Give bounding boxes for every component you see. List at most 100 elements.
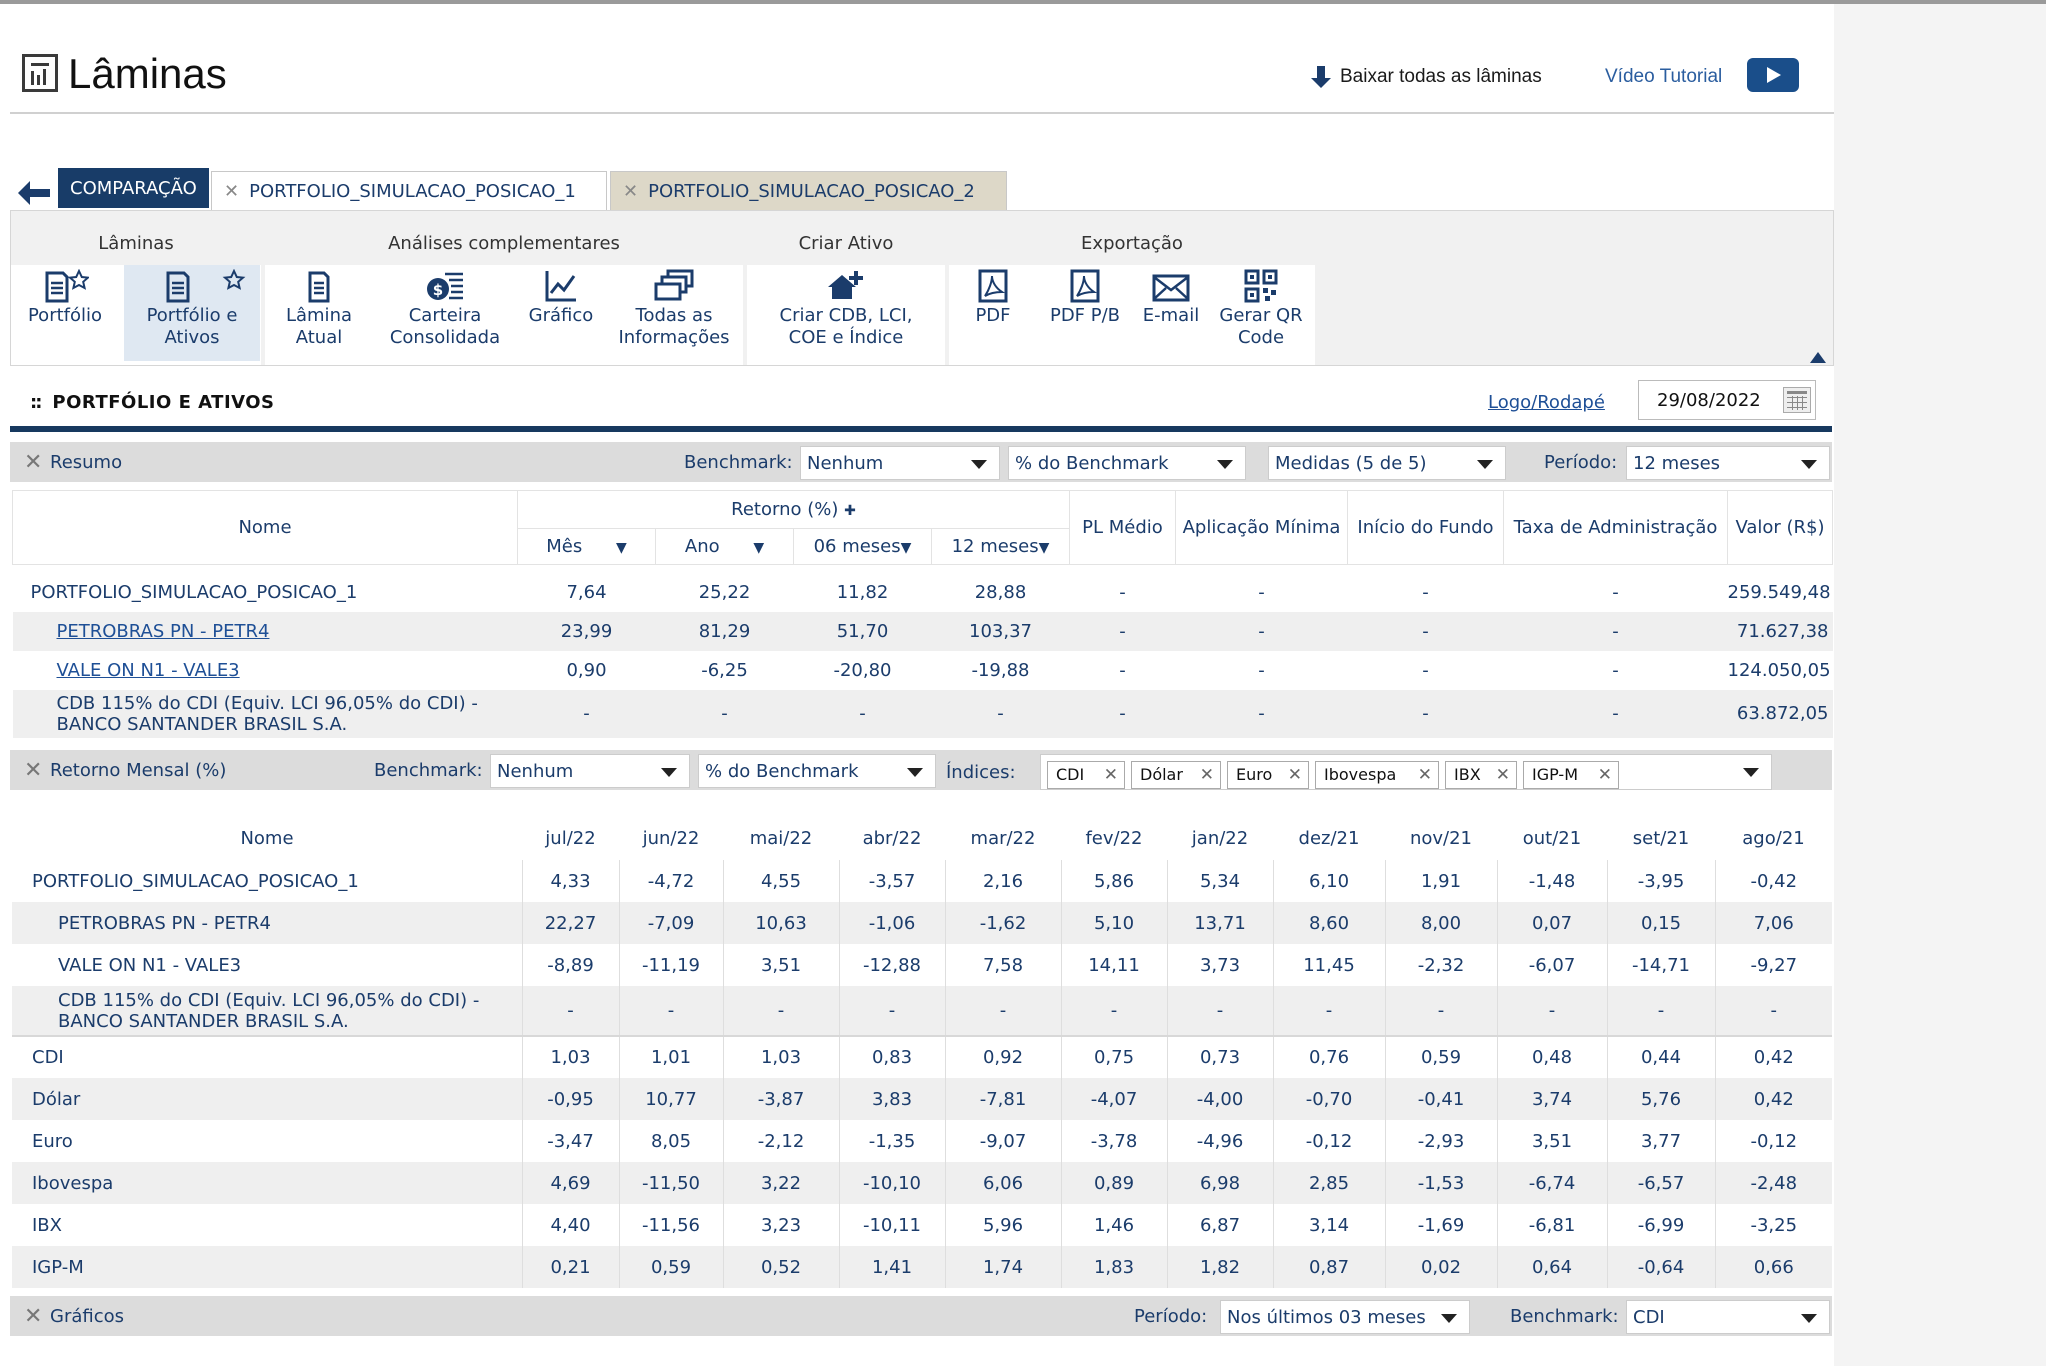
cell: - — [793, 689, 932, 738]
grafico-button[interactable]: Gráfico — [521, 265, 601, 361]
asset-link[interactable]: VALE ON N1 - VALE3 — [56, 659, 240, 681]
cell: 3,77 — [1606, 1120, 1715, 1162]
benchmark-select[interactable]: Nenhum — [490, 754, 690, 788]
section-title: :: PORTFÓLIO E ATIVOS — [30, 392, 275, 413]
back-arrow-icon[interactable] — [16, 179, 52, 207]
cell: 5,10 — [1060, 902, 1167, 944]
sort-down-icon[interactable]: ▼ — [615, 540, 627, 556]
main-panel: Lâminas Baixar todas as lâminas Vídeo Tu… — [10, 16, 1834, 1366]
download-icon — [1311, 66, 1331, 88]
indices-multiselect[interactable]: CDI ✕ Dólar ✕ Euro ✕ Ibovespa ✕ IBX ✕ IGP-M ✕ — [1040, 754, 1772, 790]
carteira-label-1: Carteira — [408, 305, 482, 326]
retorno-mensal-title: Retorno Mensal (%) — [50, 760, 227, 781]
calendar-icon[interactable] — [1783, 387, 1811, 413]
tab-portfolio-2[interactable]: ✕ PORTFOLIO_SIMULACAO_POSICAO_2 — [610, 171, 1007, 211]
ribbon-toolbar: Lâminas Portfólio Portfólio e Ativos — [10, 210, 1834, 366]
cell: 6,06 — [944, 1162, 1061, 1204]
email-button[interactable]: E-mail — [1133, 265, 1209, 361]
carteira-consolidada-button[interactable]: $ Carteira Consolidada — [377, 265, 513, 361]
remove-tag-icon[interactable]: ✕ — [1417, 765, 1432, 785]
remove-tag-icon[interactable]: ✕ — [1495, 765, 1510, 785]
play-video-button[interactable] — [1747, 58, 1799, 92]
row-name: PETROBRAS PN - PETR4 — [12, 902, 522, 944]
cell: - — [517, 689, 656, 738]
collapse-toolbar-icon[interactable] — [1810, 352, 1826, 363]
date-input[interactable]: 29/08/2022 — [1638, 380, 1816, 420]
col-month: out/21 — [1522, 827, 1582, 849]
group-criar-ativo: Criar Ativo Criar CDB, LCI, COE e Índice — [747, 211, 945, 367]
sort-down-icon[interactable]: ▼ — [753, 540, 765, 556]
index-tag-ibovespa: Ibovespa ✕ — [1315, 761, 1439, 789]
remove-tag-icon[interactable]: ✕ — [1199, 765, 1214, 785]
laminas-icon — [22, 54, 58, 92]
lamina-atual-button[interactable]: Lâmina Atual — [269, 265, 369, 361]
cell: 3,22 — [722, 1162, 839, 1204]
cell: -9,07 — [944, 1120, 1061, 1162]
download-all-button[interactable]: Baixar todas as lâminas — [1310, 64, 1542, 90]
cell: 1,03 — [521, 1036, 619, 1078]
indices-label: Índices: — [946, 762, 1016, 783]
cell: 0,42 — [1714, 1036, 1832, 1078]
cell: 14,11 — [1060, 944, 1167, 986]
benchmark-select[interactable]: Nenhum — [800, 446, 1000, 480]
tab-comparacao[interactable]: COMPARAÇÃO — [58, 168, 209, 208]
cell: 7,64 — [566, 581, 607, 603]
row-name: Euro — [32, 1130, 73, 1152]
cell: 1,82 — [1166, 1246, 1273, 1288]
close-tab-icon[interactable]: ✕ — [224, 181, 240, 202]
cell: -2,93 — [1384, 1120, 1497, 1162]
tab-portfolio-1[interactable]: ✕ PORTFOLIO_SIMULACAO_POSICAO_1 — [211, 171, 607, 211]
portfolio-button[interactable]: Portfólio — [15, 265, 115, 361]
cell: 0,48 — [1496, 1036, 1607, 1078]
table-row: Dólar -0,95 10,77 -3,87 3,83 -7,81 -4,07 -4,00-… — [12, 1078, 1832, 1120]
col-month: mai/22 — [749, 827, 813, 849]
cell: -3,57 — [838, 860, 945, 902]
sort-down-icon[interactable]: ▼ — [900, 540, 912, 556]
close-tab-icon[interactable]: ✕ — [623, 181, 639, 202]
criar-ativo-button[interactable]: Criar CDB, LCI, COE e Índice — [751, 265, 941, 361]
document-star-icon — [124, 265, 260, 305]
pdf-button[interactable]: PDF — [955, 265, 1031, 361]
periodo-select[interactable]: Nos últimos 03 meses — [1220, 1300, 1470, 1334]
pdf-pb-button[interactable]: PDF P/B — [1037, 265, 1133, 361]
close-icon[interactable]: ✕ — [24, 758, 43, 783]
pct-benchmark-select[interactable]: % do Benchmark — [698, 754, 936, 788]
plus-icon[interactable]: ✚ — [844, 503, 856, 519]
sort-down-icon[interactable]: ▼ — [1038, 540, 1050, 556]
medidas-select[interactable]: Medidas (5 de 5) — [1268, 446, 1506, 480]
col-12-meses[interactable]: 12 meses▼ — [931, 528, 1070, 565]
cell: - — [931, 689, 1070, 738]
group-separator — [1315, 235, 1319, 365]
col-ano[interactable]: Ano ▼ — [655, 528, 794, 565]
lamina-atual-label-2: Atual — [295, 327, 343, 348]
pct-benchmark-select[interactable]: % do Benchmark — [1008, 446, 1246, 480]
qr-code-button[interactable]: Gerar QR Code — [1211, 265, 1311, 361]
table-row: VALE ON N1 - VALE3 -8,89 -11,19 3,51 -12,88 7… — [12, 944, 1832, 986]
portfolio-ativos-button[interactable]: Portfólio e Ativos — [124, 265, 260, 361]
cell: - — [1612, 581, 1619, 603]
todas-informacoes-button[interactable]: Todas as Informações — [609, 265, 739, 361]
portfolio-ativos-label-2: Ativos — [164, 327, 220, 348]
remove-tag-icon[interactable]: ✕ — [1287, 765, 1302, 785]
close-icon[interactable]: ✕ — [24, 450, 43, 475]
cell: - — [521, 986, 619, 1037]
cell: 3,74 — [1496, 1078, 1607, 1120]
windows-icon — [609, 265, 739, 305]
table-row: PETROBRAS PN - PETR4 22,27 -7,09 10,63 -1,06… — [12, 902, 1832, 944]
remove-tag-icon[interactable]: ✕ — [1597, 765, 1612, 785]
col-mes[interactable]: Mês ▼ — [517, 528, 656, 565]
asset-link[interactable]: PETROBRAS PN - PETR4 — [56, 620, 270, 642]
cell: 81,29 — [655, 611, 794, 651]
close-icon[interactable]: ✕ — [24, 1304, 43, 1329]
pct-benchmark-value: % do Benchmark — [705, 761, 859, 782]
col-06-meses[interactable]: 06 meses▼ — [793, 528, 932, 565]
logo-rodape-link[interactable]: Logo/Rodapé — [1488, 392, 1605, 413]
remove-tag-icon[interactable]: ✕ — [1103, 765, 1118, 785]
cell: 259.549,48 — [1727, 581, 1831, 603]
periodo-select[interactable]: 12 meses — [1626, 446, 1830, 480]
benchmark-select[interactable]: CDI — [1626, 1300, 1830, 1334]
col-month: jan/22 — [1191, 827, 1249, 849]
cell: - — [1060, 986, 1167, 1037]
video-tutorial-link[interactable]: Vídeo Tutorial — [1605, 66, 1723, 87]
cell: 7,06 — [1714, 902, 1832, 944]
